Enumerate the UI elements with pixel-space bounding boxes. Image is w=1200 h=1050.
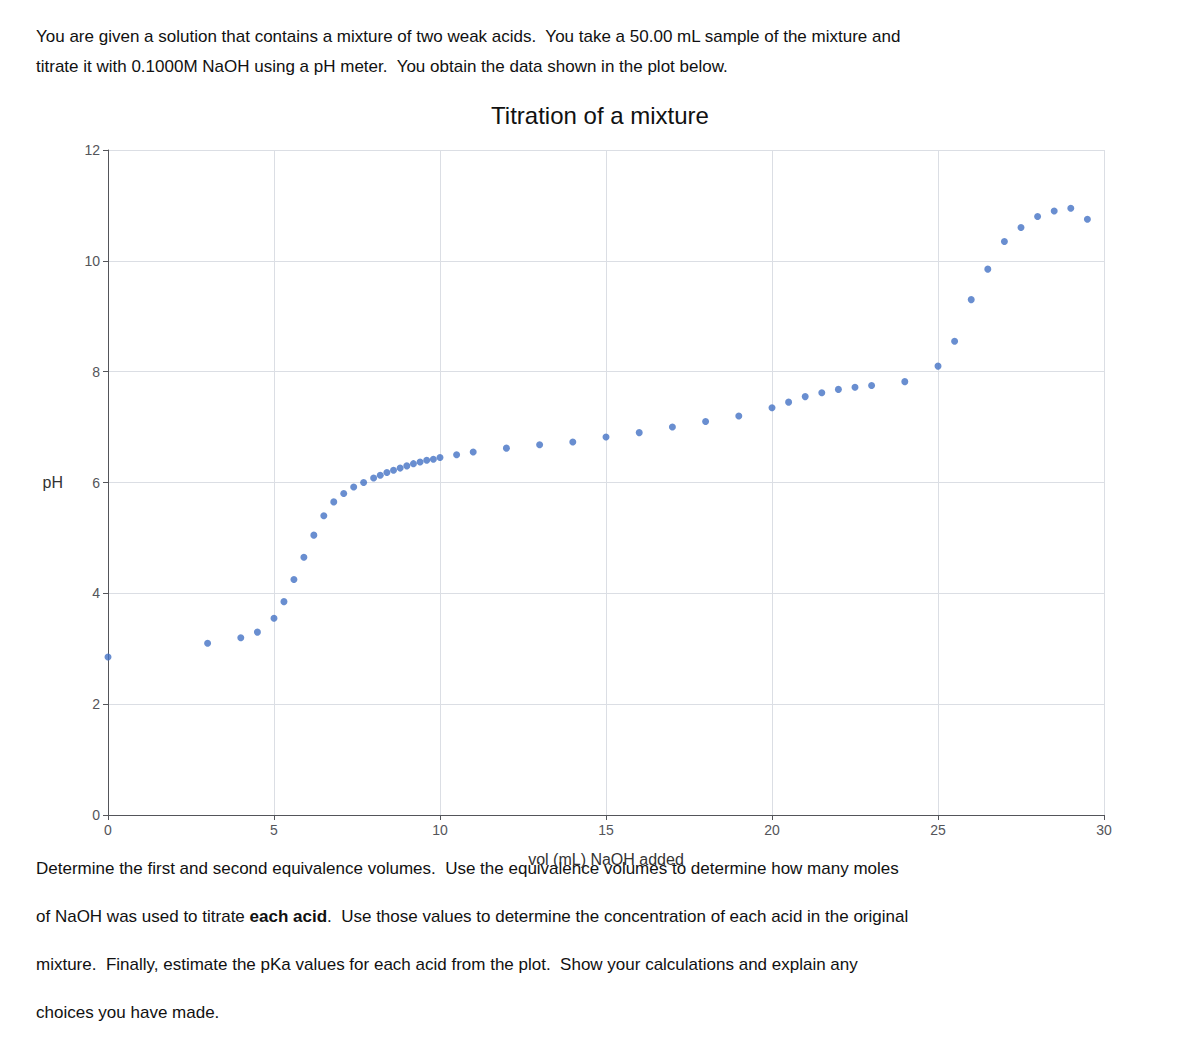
svg-text:You are given a solution that: You are given a solution that contains a… [36, 27, 900, 46]
svg-text:mixture. Finally, estimate th: mixture. Finally, estimate the pKa value… [36, 955, 858, 974]
svg-text:12: 12 [84, 142, 100, 158]
svg-text:each acid: each acid [250, 907, 328, 926]
svg-text:2: 2 [92, 696, 100, 712]
svg-text:4: 4 [92, 585, 100, 601]
svg-text:. Use those values to determi: . Use those values to determine the conc… [327, 907, 908, 926]
svg-text:titrate it with 0.1000M NaOH u: titrate it with 0.1000M NaOH using a pH … [36, 57, 728, 76]
svg-text:Determine the first and second: Determine the first and second equivalen… [36, 859, 899, 878]
svg-text:10: 10 [84, 253, 100, 269]
svg-text:6: 6 [92, 475, 100, 491]
svg-text:20: 20 [764, 822, 780, 838]
svg-text:15: 15 [598, 822, 614, 838]
svg-text:vol (mL) NaOH added: vol (mL) NaOH added [528, 851, 684, 868]
svg-text:pH: pH [43, 474, 63, 491]
svg-text:8: 8 [92, 364, 100, 380]
svg-text:Titration of a mixture: Titration of a mixture [491, 102, 709, 129]
svg-text:5: 5 [270, 822, 278, 838]
svg-text:25: 25 [930, 822, 946, 838]
svg-text:30: 30 [1096, 822, 1112, 838]
svg-text:choices you have made.: choices you have made. [36, 1003, 219, 1022]
svg-text:0: 0 [92, 807, 100, 823]
svg-text:10: 10 [432, 822, 448, 838]
svg-text:of NaOH was used to titrate: of NaOH was used to titrate [36, 907, 250, 926]
svg-text:0: 0 [104, 822, 112, 838]
